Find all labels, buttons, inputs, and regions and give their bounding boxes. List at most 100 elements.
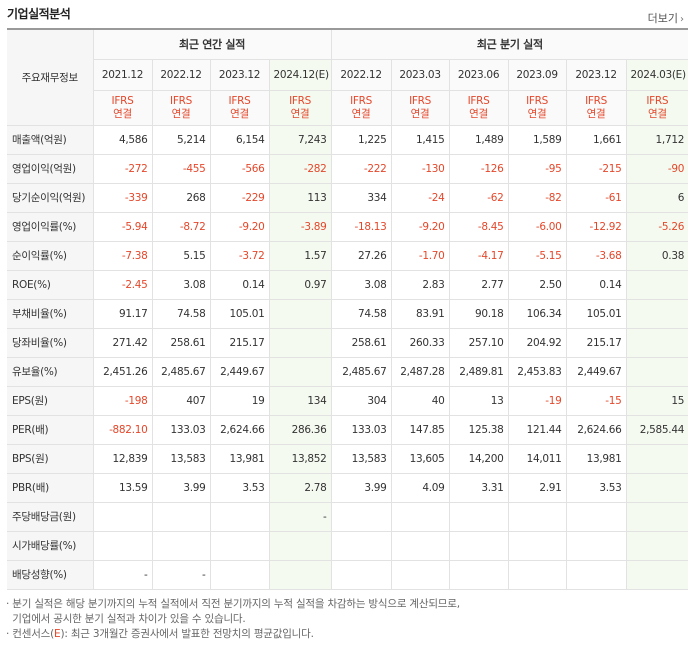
table-cell: 74.58 bbox=[151, 298, 211, 329]
table-cell: 3.08 bbox=[330, 269, 392, 300]
table-cell: 27.26 bbox=[330, 240, 392, 271]
table-row: ROE(%) -2.45 3.08 0.14 0.97 3.08 2.83 2.77 2.50 0… bbox=[7, 269, 689, 300]
table-cell: 3.53 bbox=[565, 472, 627, 503]
table-cell: -272 bbox=[92, 153, 153, 184]
consolidated-label: 연결 bbox=[469, 107, 488, 120]
table-cell bbox=[268, 298, 332, 329]
table-cell: -15 bbox=[565, 385, 627, 416]
ifrs-header: IFRS 연결 bbox=[330, 89, 392, 126]
ifrs-header: IFRS 연결 bbox=[565, 89, 627, 126]
table-cell: 113 bbox=[268, 182, 332, 213]
table-row: 부채비율(%) 91.17 74.58 105.01 74.58 83.91 90.18 10… bbox=[7, 298, 689, 329]
table-cell: 147.85 bbox=[390, 414, 450, 445]
ifrs-label: IFRS bbox=[526, 94, 548, 107]
table-cell: 40 bbox=[390, 385, 450, 416]
table-cell: 3.08 bbox=[151, 269, 211, 300]
table-cell: -6.00 bbox=[507, 211, 567, 242]
table-cell: 13.59 bbox=[92, 472, 153, 503]
more-label: 더보기 bbox=[647, 12, 678, 25]
table-cell: 12,839 bbox=[92, 443, 153, 474]
ifrs-label: IFRS bbox=[170, 94, 192, 107]
table-row: 배당성향(%) - - bbox=[7, 559, 689, 590]
table-cell: -882.10 bbox=[92, 414, 153, 445]
table-cell: 13,583 bbox=[151, 443, 211, 474]
table-cell: -282 bbox=[268, 153, 332, 184]
table-cell: -95 bbox=[507, 153, 567, 184]
row-label: 영업이익(억원) bbox=[7, 153, 94, 184]
table-row: 당좌비율(%) 271.42 258.61 215.17 258.61 260.33 257… bbox=[7, 327, 689, 358]
table-cell bbox=[268, 559, 332, 590]
table-cell: 0.97 bbox=[268, 269, 332, 300]
table-cell bbox=[507, 559, 567, 590]
table-cell bbox=[390, 501, 450, 532]
table-cell: 125.38 bbox=[448, 414, 509, 445]
table-cell: 2,489.81 bbox=[448, 356, 509, 387]
table-cell: 268 bbox=[151, 182, 211, 213]
table-cell: 106.34 bbox=[507, 298, 567, 329]
table-cell bbox=[209, 559, 270, 590]
row-label-header: 주요재무정보 bbox=[7, 28, 94, 126]
table-cell: -90 bbox=[625, 153, 689, 184]
table-cell: 5.15 bbox=[151, 240, 211, 271]
table-cell: 2,487.28 bbox=[390, 356, 450, 387]
table-cell: 204.92 bbox=[507, 327, 567, 358]
period-header: 2021.12 bbox=[93, 58, 153, 91]
ifrs-label: IFRS bbox=[409, 94, 431, 107]
period-header: 2023.12 bbox=[209, 58, 270, 91]
ifrs-label: IFRS bbox=[585, 94, 607, 107]
ifrs-label: IFRS bbox=[289, 94, 311, 107]
table-cell: - bbox=[92, 559, 153, 590]
row-label: 당기순이익(억원) bbox=[7, 182, 94, 213]
table-cell: -7.38 bbox=[92, 240, 153, 271]
table-cell: -339 bbox=[92, 182, 153, 213]
table-cell: - bbox=[151, 559, 211, 590]
quarter-group-header: 최근 분기 실적 bbox=[330, 28, 689, 60]
table-cell: 13 bbox=[448, 385, 509, 416]
table-cell: 1.57 bbox=[268, 240, 332, 271]
table-cell: 7,243 bbox=[268, 124, 332, 155]
table-cell: -229 bbox=[209, 182, 270, 213]
table-cell: 2,485.67 bbox=[330, 356, 392, 387]
table-cell: 258.61 bbox=[330, 327, 392, 358]
ifrs-label: IFRS bbox=[467, 94, 490, 107]
ifrs-header: IFRS 연결 bbox=[448, 89, 509, 126]
annual-group-header: 최근 연간 실적 bbox=[92, 28, 332, 60]
financial-table: 주요재무정보 최근 연간 실적 최근 분기 실적 2021.12 2022.12 2… bbox=[7, 28, 689, 590]
table-cell: -130 bbox=[390, 153, 450, 184]
table-cell: -62 bbox=[448, 182, 509, 213]
row-label: PER(배) bbox=[7, 414, 94, 445]
table-cell: -9.20 bbox=[390, 211, 450, 242]
table-cell: 13,852 bbox=[268, 443, 332, 474]
table-cell: -3.68 bbox=[565, 240, 627, 271]
row-label: EPS(원) bbox=[7, 385, 94, 416]
table-cell: 271.42 bbox=[92, 327, 153, 358]
table-cell: 215.17 bbox=[565, 327, 627, 358]
more-link[interactable]: 더보기 › bbox=[648, 10, 684, 26]
table-cell bbox=[92, 530, 153, 561]
row-label: 유보율(%) bbox=[7, 356, 94, 387]
table-cell bbox=[268, 327, 332, 358]
table-cell: -5.26 bbox=[625, 211, 689, 242]
table-cell: 2,449.67 bbox=[565, 356, 627, 387]
consolidated-label: 연결 bbox=[230, 107, 249, 120]
table-cell bbox=[448, 559, 509, 590]
table-row: 순이익률(%) -7.38 5.15 -3.72 1.57 27.26 -1.70 -4.17… bbox=[7, 240, 689, 271]
table-cell: 1,712 bbox=[625, 124, 689, 155]
table-cell: 2,624.66 bbox=[565, 414, 627, 445]
table-cell: 105.01 bbox=[565, 298, 627, 329]
table-cell: -455 bbox=[151, 153, 211, 184]
table-cell: -18.13 bbox=[330, 211, 392, 242]
table-cell: 15 bbox=[625, 385, 689, 416]
table-cell bbox=[625, 472, 689, 503]
section-title: 기업실적분석 bbox=[7, 7, 71, 21]
ifrs-header: IFRS 연결 bbox=[93, 89, 153, 126]
table-cell: 13,981 bbox=[565, 443, 627, 474]
table-cell bbox=[625, 298, 689, 329]
table-cell bbox=[330, 530, 392, 561]
table-cell: 1,415 bbox=[390, 124, 450, 155]
table-cell bbox=[268, 530, 332, 561]
table-cell: 6,154 bbox=[209, 124, 270, 155]
table-cell: 2,453.83 bbox=[507, 356, 567, 387]
table-cell: -8.45 bbox=[448, 211, 509, 242]
ifrs-label: IFRS bbox=[646, 94, 669, 107]
